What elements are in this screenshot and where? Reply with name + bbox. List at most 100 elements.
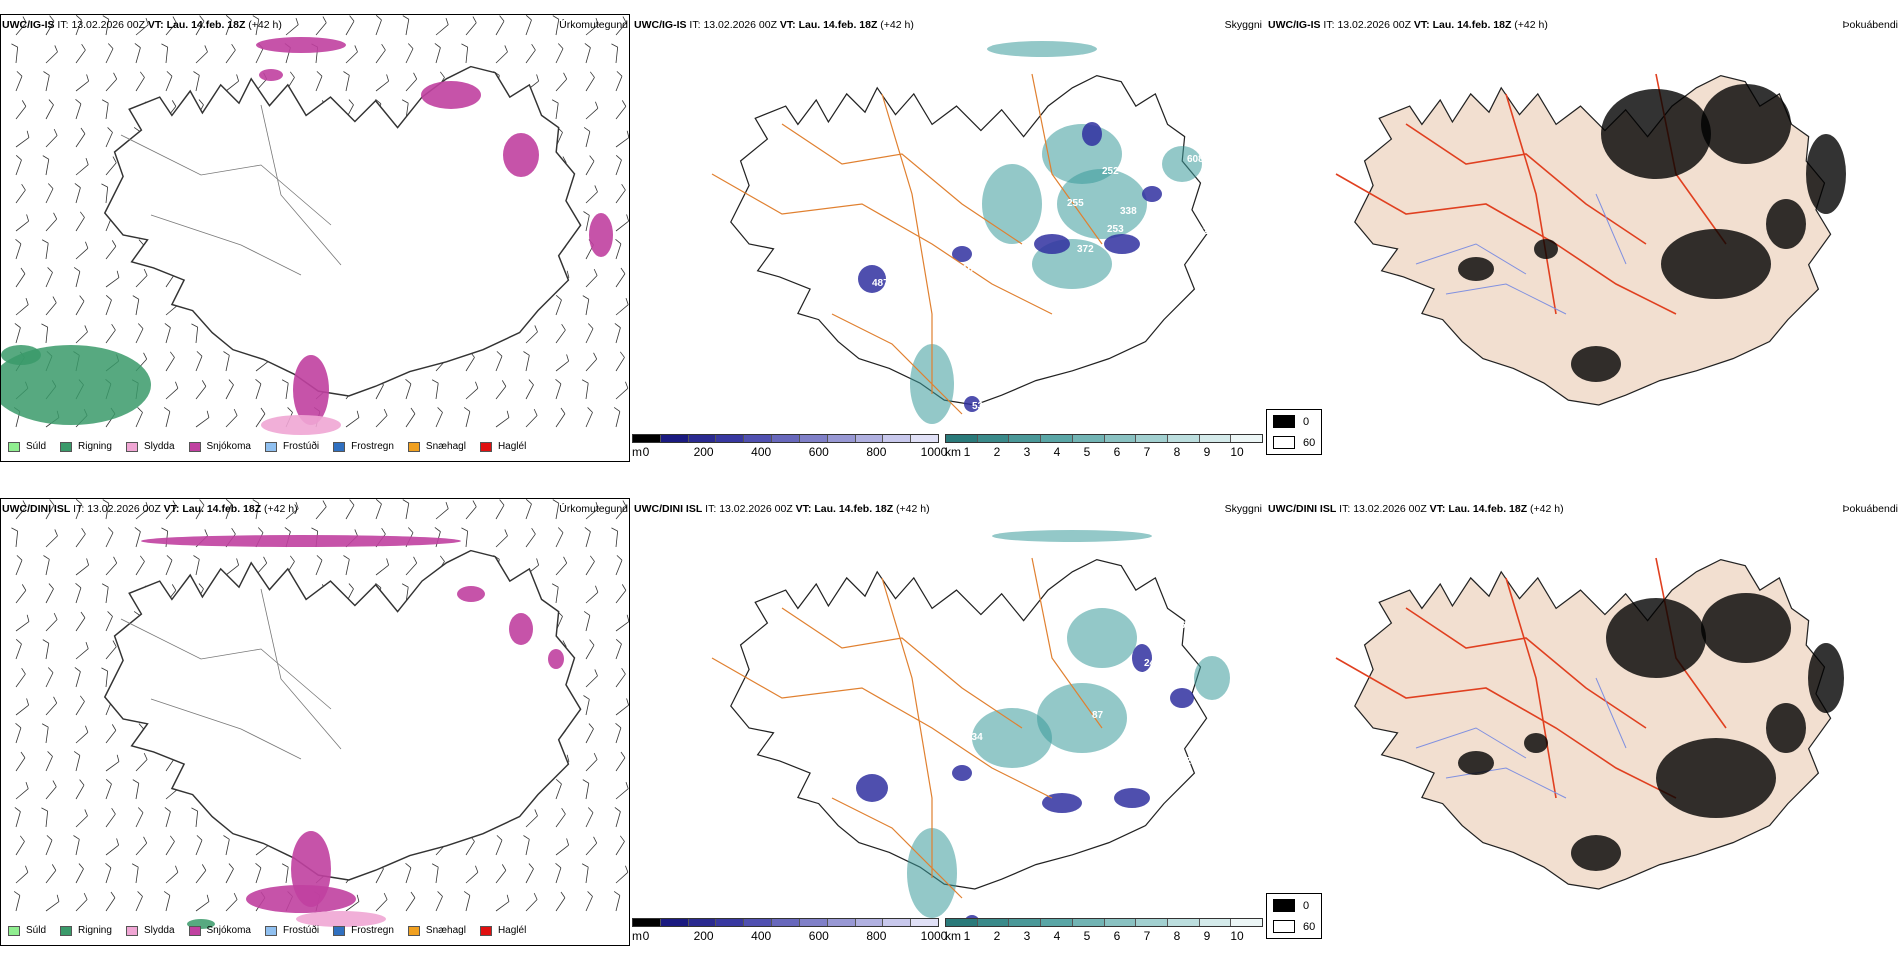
legend-item: Snjókoma — [188, 925, 251, 936]
wind-barb-flag — [43, 555, 50, 560]
wind-barb — [15, 76, 23, 92]
low-cloud-base-area — [964, 396, 980, 412]
low-cloud-base-area — [1114, 788, 1150, 808]
wind-barb-flag — [85, 641, 89, 649]
header-it: 13.02.2026 00Z — [703, 19, 777, 31]
legend-item: Snæhagl — [407, 925, 466, 936]
wind-barb-flag — [47, 751, 53, 757]
wind-barb-flag — [145, 17, 149, 25]
wind-barb — [615, 895, 621, 912]
wind-barb — [555, 299, 562, 316]
wind-barb-flag — [48, 583, 54, 590]
wind-barb — [45, 840, 53, 856]
wind-barb-flag — [11, 527, 18, 532]
wind-barb-flag — [161, 43, 168, 48]
visibility-tick: 6 — [1113, 445, 1121, 459]
wind-barb — [75, 80, 89, 92]
wind-barb-flag — [163, 407, 171, 412]
wind-barb-flag — [138, 239, 144, 246]
wind-barb — [405, 867, 412, 884]
wind-barb-flag — [54, 45, 58, 53]
ceiling-value-label: 137 — [1167, 721, 1184, 732]
wind-barb-flag — [80, 611, 86, 618]
legend-item: Frostregn — [333, 925, 394, 936]
wind-barb-flag — [26, 214, 29, 222]
wind-barb-flag — [47, 667, 54, 673]
wind-barb — [615, 757, 626, 772]
wind-barb — [135, 299, 140, 316]
wind-barb — [45, 786, 57, 800]
header-vt-label: VT: — [1413, 19, 1430, 31]
wind-barb-flag — [198, 583, 204, 590]
wind-barb — [165, 76, 173, 92]
wind-barb — [375, 19, 382, 36]
wind-barb — [615, 590, 627, 604]
wind-barb-flag — [625, 297, 629, 305]
wind-barb — [45, 727, 49, 744]
fog-area — [1524, 733, 1548, 753]
wind-barb-flag — [16, 555, 23, 561]
legend-label: Snæhagl — [425, 925, 466, 936]
terrain-contours — [120, 104, 342, 276]
wind-barb-flag — [386, 558, 389, 566]
visibility-scale: km 1 2 3 4 5 6 7 8 9 10 — [945, 434, 1263, 474]
wind-barb — [555, 329, 566, 344]
wind-barb-flag — [85, 157, 89, 165]
wind-barb — [345, 559, 350, 576]
wind-barb-flag — [56, 894, 60, 902]
river-network — [1415, 193, 1627, 315]
wind-barb — [165, 871, 179, 884]
wind-barb-flag — [231, 43, 236, 51]
wind-barb-flag — [401, 99, 409, 104]
legend-label: Frostúði — [282, 441, 320, 452]
wind-barb-flag — [613, 407, 621, 412]
wind-barb-flag — [504, 529, 508, 537]
visibility-unit: km — [945, 929, 961, 943]
fog-area — [1606, 598, 1706, 678]
wind-barb-flag — [86, 558, 89, 566]
wind-barb — [195, 51, 208, 64]
wind-barb — [555, 867, 562, 884]
wind-barb-flag — [461, 527, 468, 532]
header-model: UWC/IG-IS — [634, 19, 687, 31]
panel-header: UWC/DINI ISL IT: 13.02.2026 00Z VT: Lau.… — [1268, 503, 1564, 516]
wind-barb-flag — [116, 838, 119, 846]
ceiling-value-label: 252 — [1102, 166, 1119, 177]
wind-barb-flag — [621, 584, 627, 591]
wind-barb-flag — [131, 863, 139, 868]
wind-barb — [405, 897, 416, 912]
wind-barb-flag — [175, 381, 179, 389]
wind-barb — [45, 75, 50, 92]
wind-barb — [15, 643, 22, 660]
wind-barb — [525, 533, 536, 548]
wind-barb-flag — [132, 779, 139, 784]
wind-barb — [615, 243, 622, 260]
wind-barb-flag — [164, 323, 171, 328]
wind-barb — [45, 643, 50, 660]
wind-barb-flag — [53, 696, 58, 704]
snow-area — [589, 213, 613, 257]
wind-barb — [555, 503, 560, 520]
wind-barb-flag — [74, 183, 81, 188]
visibility-tick: 5 — [1083, 929, 1091, 943]
wind-barb-flag — [287, 407, 293, 413]
header-it: 13.02.2026 00Z — [71, 19, 145, 31]
ceiling-visibility-map: 61 182 137 228 767 354 452 137 134 318 87 24 47 — [711, 530, 1230, 918]
snow-area — [503, 133, 539, 177]
snow-area — [421, 81, 481, 109]
ceiling-tick: 200 — [693, 929, 714, 943]
wind-barb-flag — [375, 583, 382, 589]
wind-barb — [525, 503, 532, 520]
header-vt-label: VT: — [147, 19, 164, 31]
wind-barb — [525, 899, 538, 912]
visibility-tick: 8 — [1173, 445, 1181, 459]
legend-swatch — [333, 925, 346, 936]
wind-barb — [195, 870, 207, 884]
panel-title: Skyggni — [1224, 19, 1262, 31]
wind-barb-flag — [26, 614, 30, 622]
panel-title: Skyggni — [1224, 503, 1262, 515]
wind-barb-flag — [252, 15, 259, 20]
precip-type-panel — [0, 498, 630, 946]
wind-barb-flag — [434, 527, 441, 532]
wind-barb-flag — [595, 585, 599, 593]
